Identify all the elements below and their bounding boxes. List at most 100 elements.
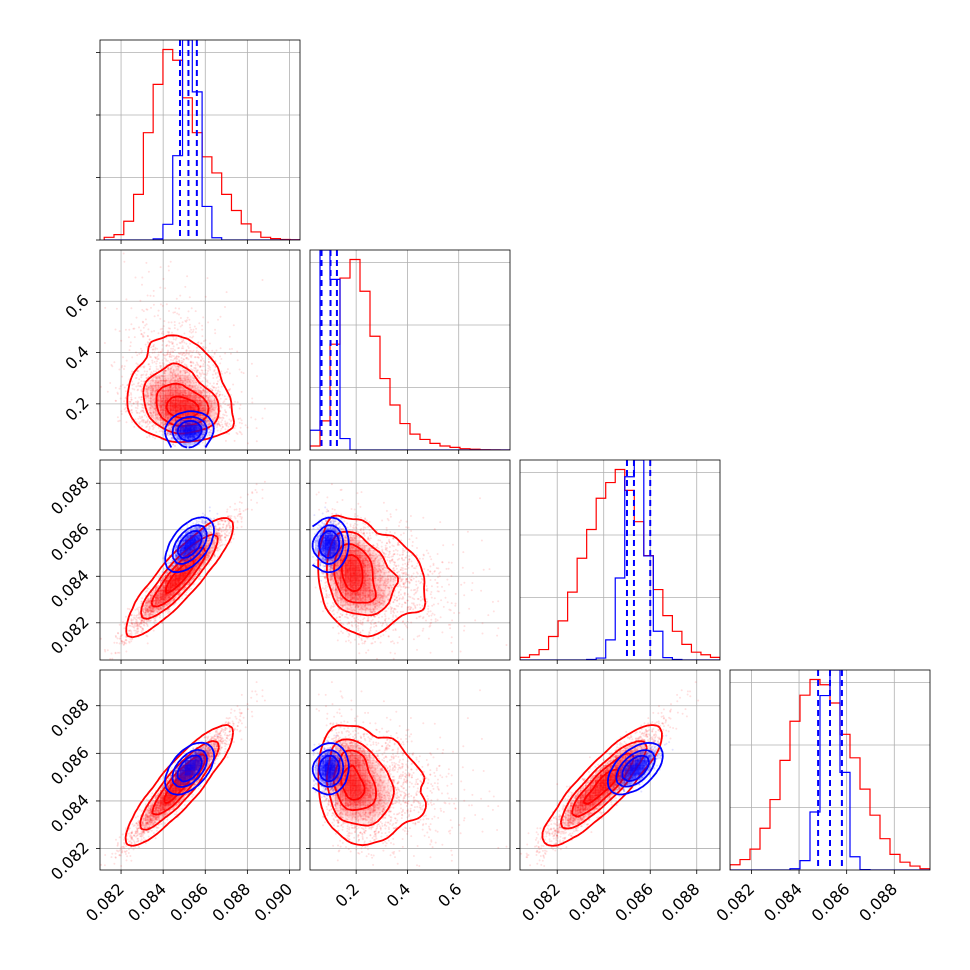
density-cell [185,440,191,446]
red-sample-point [168,310,170,312]
red-sample-point [179,379,182,382]
red-sample-point [190,356,193,359]
red-sample-point [250,416,253,419]
red-sample-point [183,352,186,354]
red-sample-point [151,416,153,418]
red-sample-point [161,400,164,403]
histogram-panel-3 [520,460,720,660]
red-sample-point [146,392,149,395]
red-sample-point [173,349,176,352]
red-sample-point [171,373,174,376]
red-sample-point [201,380,204,383]
red-sample-point [160,405,163,407]
red-sample-point [195,383,198,386]
density-cell [145,390,151,396]
red-sample-point [174,374,177,377]
blue-sample-point [172,443,175,446]
red-sample-point [203,401,206,404]
red-sample-point [162,430,164,433]
red-sample-point [158,377,161,380]
red-sample-point [229,526,232,529]
red-sample-point [160,405,163,408]
red-sample-point [187,345,189,348]
red-sample-point [137,417,140,420]
red-sample-point [147,386,150,388]
red-sample-point [166,432,169,435]
red-sample-point [122,644,125,646]
density-cell [155,395,161,401]
red-sample-point [214,541,217,544]
red-sample-point [154,356,156,359]
red-sample-point [162,362,165,365]
red-sample-point [152,412,155,414]
red-sample-point [194,356,197,359]
red-sample-point [184,371,187,374]
red-sample-point [207,555,210,558]
red-sample-point [185,342,188,345]
density-cell [200,410,206,416]
red-sample-point [118,623,121,626]
density-cell [185,410,191,416]
red-sample-point [167,367,170,369]
red-sample-point [130,396,133,399]
red-sample-point [228,404,231,406]
red-sample-point [145,388,147,391]
red-sample-point [144,397,147,400]
red-sample-point [177,380,180,383]
red-sample-point [157,351,160,354]
density-cell [195,385,201,391]
blue-sample-point [178,438,181,441]
red-sample-point [175,368,178,371]
red-sample-point [240,371,243,374]
red-sample-point [167,385,170,388]
red-sample-point [161,390,164,393]
red-sample-point [207,525,210,528]
red-sample-point [155,417,158,420]
red-sample-point [200,392,203,395]
blue-sample-point [188,422,191,425]
red-sample-point [156,593,159,596]
red-sample-point [194,385,196,388]
blue-sample-point [185,422,188,425]
red-sample-point [215,387,218,389]
red-sample-point [217,423,220,425]
red-sample-point [158,403,161,405]
red-sample-point [158,404,160,407]
red-sample-point [217,522,220,525]
red-sample-point [188,372,191,375]
red-sample-point [200,401,203,404]
red-sample-point [142,419,145,422]
red-sample-point [168,344,171,347]
red-sample-point [240,433,243,436]
blue-sample-point [174,434,177,437]
red-sample-point [162,340,164,343]
red-sample-point [163,409,166,412]
red-sample-point [161,383,164,386]
red-sample-point [172,377,175,380]
density-cell [165,375,171,381]
red-sample-point [157,332,160,335]
red-sample-point [171,374,174,377]
red-sample-point [146,294,149,297]
red-sample-point [216,380,219,383]
red-sample-point [177,423,180,426]
blue-sample-point [171,436,174,439]
red-sample-point [165,363,168,366]
red-sample-point [214,408,217,411]
red-sample-point [132,625,135,628]
red-sample-point [163,365,165,368]
red-sample-point [161,403,164,406]
red-sample-point [149,392,152,395]
red-sample-point [213,402,216,405]
blue-sample-point [200,424,203,427]
density-cell [195,420,201,426]
red-sample-point [151,401,154,404]
red-sample-point [219,404,222,407]
red-sample-point [161,344,164,347]
red-sample-point [141,628,144,630]
red-sample-point [153,623,156,625]
red-sample-point [164,422,167,425]
red-sample-point [153,609,156,612]
red-sample-point [190,391,193,394]
blue-sample-point [209,422,212,425]
